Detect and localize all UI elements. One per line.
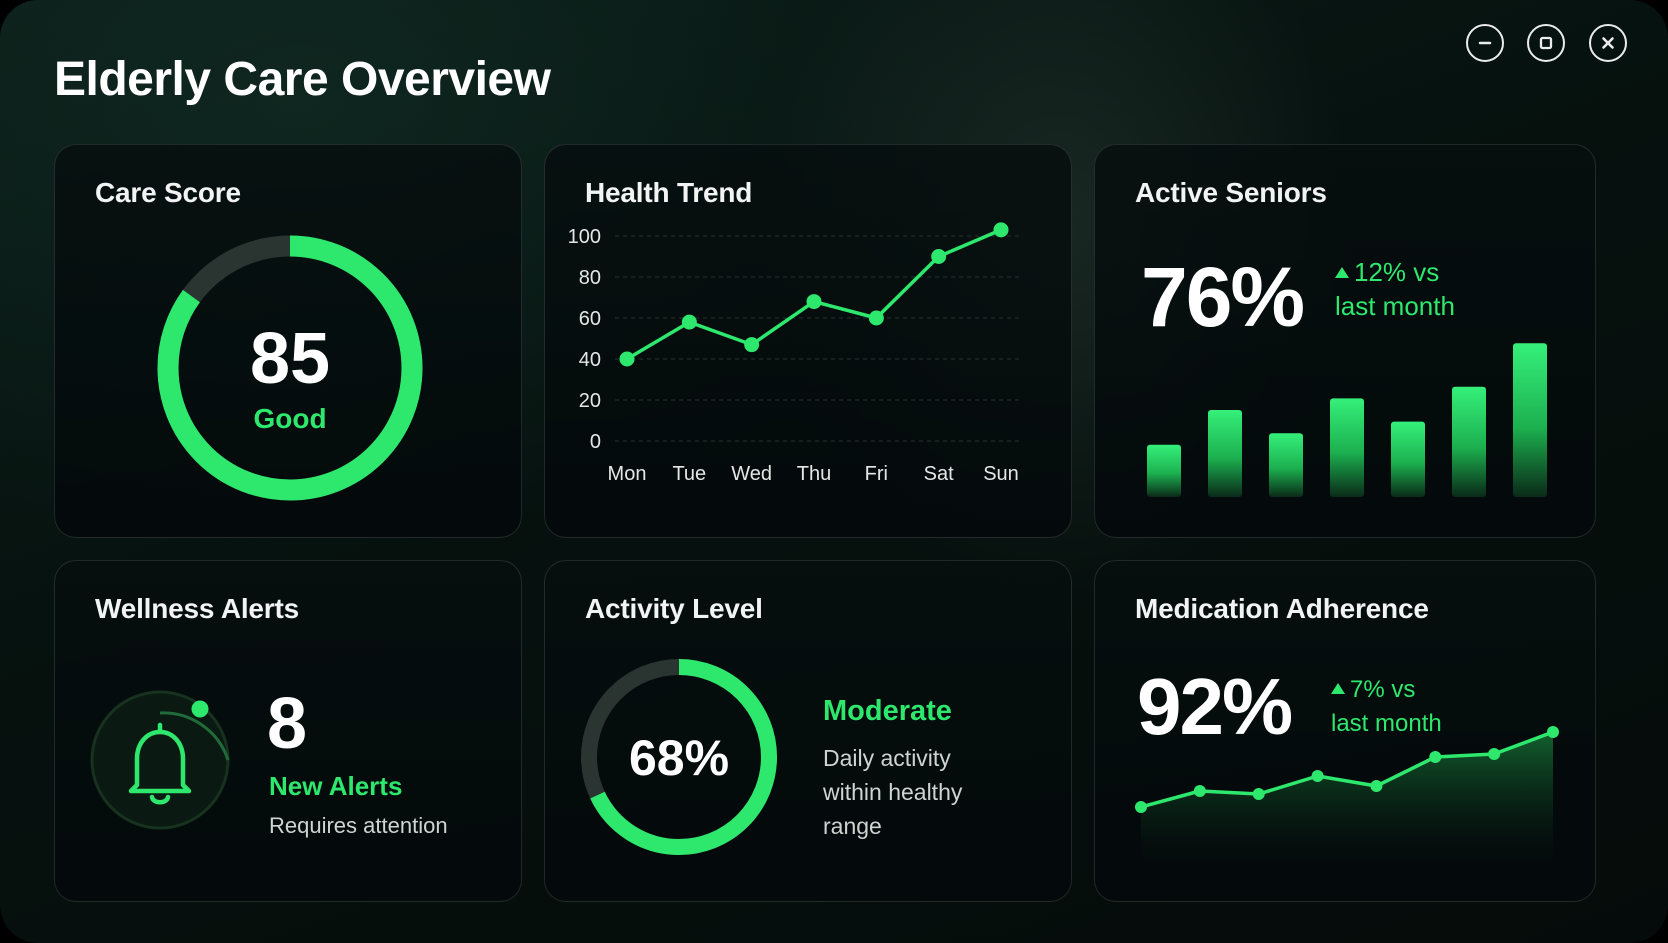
data-point[interactable] [1135,801,1147,813]
medication-adherence-value: 92% [1137,662,1293,751]
y-tick-label: 20 [579,390,601,412]
data-point[interactable] [931,249,947,264]
data-point[interactable] [1429,751,1442,763]
x-tick-label: Thu [797,463,831,485]
health-trend-chart: 0 20 40 60 80 100 Mon Tue Wed Thu Fri Sat Sun [568,222,1021,485]
data-point[interactable] [1252,788,1265,800]
care-score-status: Good [253,403,326,434]
bar[interactable] [1269,433,1303,497]
maximize-button[interactable] [1527,24,1565,62]
x-tick-label: Mon [608,463,647,485]
activity-status: Moderate [823,695,952,727]
data-point[interactable] [619,351,635,367]
data-point[interactable] [681,314,697,330]
data-point[interactable] [1311,770,1324,782]
bar[interactable] [1452,386,1486,497]
medication-delta-label: last month [1331,710,1442,737]
activity-level-value: 68% [629,730,729,786]
notification-dot [191,700,209,718]
active-seniors-value: 76% [1141,250,1305,344]
active-seniors-card: Active Seniors 76% 12% vs last month [1094,144,1596,538]
medication-area [1141,732,1553,867]
active-seniors-bar-chart [1147,343,1547,497]
data-point[interactable] [1193,785,1206,797]
x-tick-label: Sat [924,463,954,485]
data-point[interactable] [868,310,884,326]
data-point[interactable] [744,337,760,353]
data-point[interactable] [1547,726,1559,738]
alerts-sublabel: Requires attention [269,813,448,838]
bar[interactable] [1513,343,1547,497]
y-tick-label: 60 [579,308,601,330]
trend-up-icon [1335,267,1349,278]
activity-level-progress [581,659,777,855]
data-point[interactable] [1370,780,1383,792]
trend-up-icon [1331,683,1345,694]
medication-adherence-chart [1135,726,1559,867]
bar[interactable] [1391,421,1425,497]
medication-adherence-card: Medication Adherence 92% 7% vs last mont… [1094,560,1596,902]
activity-desc-line-2: within healthy [823,779,963,805]
active-seniors-delta-label: last month [1335,291,1455,321]
bar[interactable] [1208,410,1242,497]
bar[interactable] [1147,444,1181,497]
wellness-alerts-title: Wellness Alerts [95,593,299,624]
health-trend-card: Health Trend 0 20 40 60 80 100 Mon Tue Wed Thu Fr… [544,144,1072,538]
maximize-icon [1539,36,1553,50]
active-seniors-title: Active Seniors [1135,177,1327,208]
y-tick-label: 40 [579,349,601,371]
activity-level-ring: 68% [581,659,777,855]
bell-icon [90,690,230,830]
care-score-progress [157,235,423,501]
care-score-ring: 85 Good [157,235,423,501]
activity-description: Daily activity within healthy range [823,741,962,843]
y-tick-label: 80 [579,267,601,289]
x-tick-label: Fri [865,463,888,485]
medication-adherence-delta: 7% vs last month [1331,673,1442,741]
page-title: Elderly Care Overview [54,53,551,106]
active-seniors-delta-value: 12% vs [1354,257,1440,287]
x-tick-label: Tue [672,463,706,485]
activity-desc-line-1: Daily activity [823,745,951,771]
wellness-alerts-card: Wellness Alerts 8 New Alerts Requires at… [54,560,522,902]
care-score-value: 85 [250,319,330,399]
y-tick-label: 0 [590,431,601,453]
close-button[interactable] [1589,24,1627,62]
active-seniors-delta: 12% vs last month [1335,255,1455,323]
activity-desc-line-3: range [823,813,882,839]
data-point[interactable] [806,294,822,310]
bar[interactable] [1330,398,1364,497]
medication-delta-value: 7% vs [1350,676,1416,703]
medication-line [1140,730,1554,809]
alerts-count: 8 [267,684,307,764]
y-tick-label: 100 [568,226,601,248]
health-trend-title: Health Trend [585,177,753,208]
care-score-title: Care Score [95,177,241,208]
minimize-icon [1478,41,1492,45]
alerts-label: New Alerts [269,771,403,801]
minimize-button[interactable] [1466,24,1504,62]
care-score-card: Care Score 85 Good [54,144,522,538]
data-point[interactable] [1488,748,1501,760]
activity-level-title: Activity Level [585,593,763,624]
close-icon [1602,37,1614,49]
data-point[interactable] [993,222,1009,238]
activity-level-card: Activity Level 68% Moderate Daily activi… [544,560,1072,902]
medication-adherence-title: Medication Adherence [1135,593,1429,624]
x-tick-label: Sun [983,463,1019,485]
x-tick-label: Wed [731,463,772,485]
